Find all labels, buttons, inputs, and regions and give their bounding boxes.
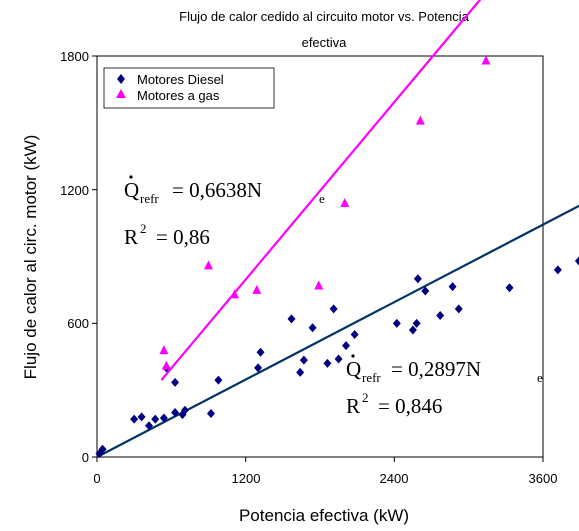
gas-data-point [230,289,240,299]
diesel-data-point [574,256,579,266]
diesel-data-point [299,355,308,365]
diesel-data-point [553,265,562,275]
diesel-data-point [342,341,351,351]
tick-marks [92,55,544,462]
diesel-eq-rhs: = 0,2897N [391,357,481,381]
diesel-eq-rhs-sub: e [537,370,543,385]
diesel-eq-dot-icon [351,354,355,358]
diesel-data-point [505,283,514,293]
diesel-data-point [448,282,457,292]
y-tick-label: 1200 [60,183,89,198]
legend-box [103,67,275,109]
diesel-data-point [296,367,305,377]
gas-data-point [204,260,213,270]
gas-data-point [415,115,425,125]
diesel-data-point [151,414,160,424]
diesel-data-point [436,311,445,321]
diesel-eq-sub: refr [362,370,381,385]
diesel-r2-value: = 0,846 [378,394,442,418]
diesel-r2-label: R [346,394,360,418]
x-tick-label: 3600 [529,471,558,486]
diesel-data-point [412,318,421,328]
gas-data-point [161,360,171,370]
diesel-data-point [408,325,417,335]
x-tick-label: 2400 [380,471,409,486]
diesel-equation: Q refr = 0,2897N e R 2 = 0,846 [346,354,543,418]
chart-title-line2: efectiva [302,35,348,50]
diesel-data-point [130,414,139,424]
diesel-r2-sup: 2 [362,390,369,405]
legend-label-diesel: Motores Diesel [137,72,224,87]
diesel-data-point [171,407,180,417]
diesel-data-point [308,323,317,333]
legend-label-gas: Motores a gas [137,88,220,103]
diesel-data-point [98,444,107,454]
gas-data-point [314,280,324,290]
legend-triangle-icon [116,89,126,98]
diesel-data-point [413,274,422,284]
x-tick-label: 0 [93,471,100,486]
diesel-data-point [159,413,168,423]
chart-title-line1: Flujo de calor cedido al circuito motor … [179,9,470,24]
diesel-eq-lhs: Q [346,357,361,381]
gas-data-point [481,55,491,65]
x-axis-label: Potencia efectiva (kW) [239,506,409,525]
y-axis-label: Flujo de calor al circ. motor (kW) [21,135,40,380]
gas-data-point [340,198,350,208]
diesel-data-point [256,347,265,357]
diesel-data-point [180,405,189,415]
diesel-data-point [171,377,180,387]
diesel-data-point [454,304,463,314]
diesel-data-point [145,421,154,431]
gas-eq-sub: refr [140,191,159,206]
gas-eq-rhs-sub: e [319,191,325,206]
gas-data-point [252,284,262,294]
diesel-data-point [206,409,215,419]
gas-eq-lhs: Q [124,178,139,202]
legend-diamond-icon [117,74,125,84]
diesel-data-point [421,286,430,296]
gas-r2-value: = 0,86 [156,225,210,249]
diesel-data-point [287,314,296,324]
legend: Motores Diesel Motores a gas [103,67,275,109]
diesel-data-point [137,412,146,422]
gas-r2-label: R [124,225,138,249]
diesel-data-point [323,358,332,368]
plot-area [96,55,544,458]
diesel-data-point [350,329,359,339]
x-tick-label: 1200 [232,471,261,486]
gas-data-point [159,345,169,355]
diesel-data-point [329,304,338,314]
diesel-data-point [392,318,401,328]
y-tick-label: 1800 [60,49,89,64]
gas-eq-dot-icon [129,175,133,179]
diesel-data-point [334,354,343,364]
y-tick-label: 600 [67,316,89,331]
y-tick-label: 0 [82,450,89,465]
gas-eq-rhs: = 0,6638N [172,178,262,202]
markers [95,55,579,459]
gas-r2-sup: 2 [140,221,147,236]
gas-equation: Q refr = 0,6638N e R 2 = 0,86 [124,175,325,249]
diesel-data-point [254,363,263,373]
regression-line [160,0,482,381]
diesel-data-point [214,375,223,385]
